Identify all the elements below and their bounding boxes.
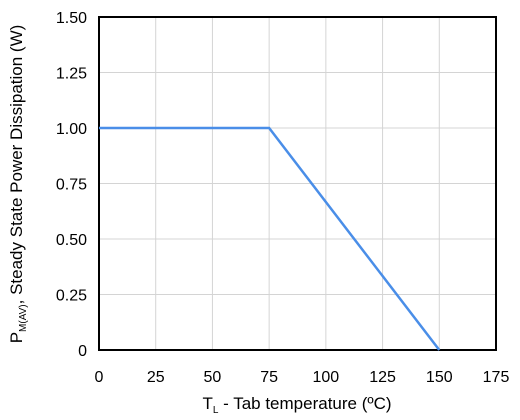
- x-tick-label: 25: [147, 369, 165, 386]
- y-tick-label: 0.50: [56, 232, 87, 249]
- y-tick-label: 1.25: [56, 66, 87, 83]
- y-tick-label: 0.25: [56, 288, 87, 305]
- x-tick-label: 150: [426, 369, 453, 386]
- y-axis-label: PM(AV), Steady State Power Dissipation (…: [7, 25, 29, 344]
- x-axis-label: TL - Tab temperature (ºC): [202, 394, 391, 416]
- x-tick-label: 50: [204, 369, 222, 386]
- x-axis-label-symbol: T: [202, 394, 212, 413]
- y-axis-label-symbol: P: [7, 332, 26, 343]
- series-group: [99, 126, 441, 351]
- y-tick-label: 1.00: [56, 121, 87, 138]
- x-axis-label-text: - Tab temperature (ºC): [218, 394, 391, 413]
- y-tick-labels: 0 0.25 0.50 0.75 1.00 1.25 1.50: [56, 10, 87, 360]
- x-tick-labels: 0 25 50 75 100 125 150 175: [95, 369, 510, 386]
- y-tick-label: 0.75: [56, 177, 87, 194]
- x-tick-label: 100: [313, 369, 340, 386]
- plot-frame: [98, 16, 497, 351]
- x-tick-label: 0: [95, 369, 104, 386]
- series-line: [99, 126, 441, 351]
- y-axis-label-subscript: M(AV): [18, 304, 29, 332]
- y-axis-label-text: , Steady State Power Dissipation (W): [7, 25, 26, 305]
- y-tick-label: 1.50: [56, 10, 87, 27]
- x-axis-label-subscript: L: [213, 405, 219, 416]
- x-tick-label: 175: [483, 369, 510, 386]
- x-tick-label: 125: [369, 369, 396, 386]
- x-tick-label: 75: [260, 369, 278, 386]
- y-tick-label: 0: [78, 343, 87, 360]
- grid-lines: [99, 17, 496, 350]
